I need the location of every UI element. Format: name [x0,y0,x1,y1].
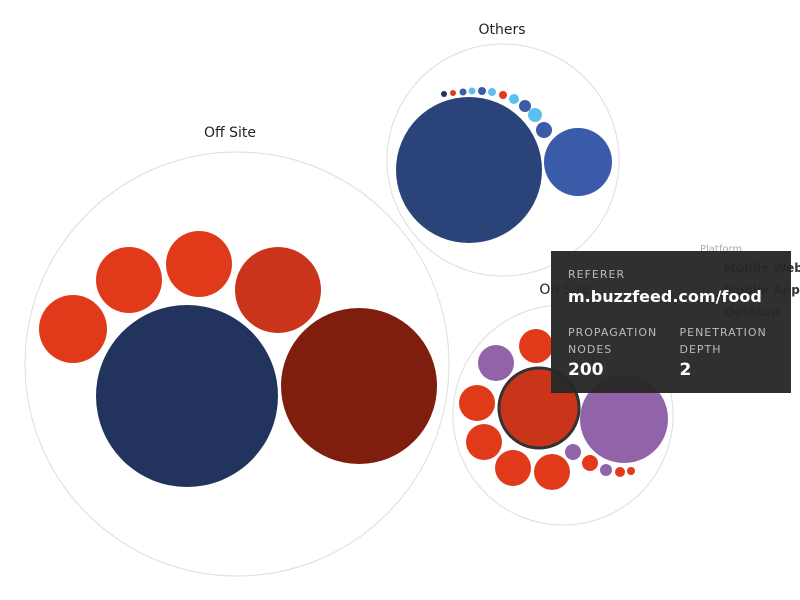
bubble[interactable] [615,467,625,477]
stat-value: 200 [568,360,604,380]
bubble[interactable] [281,308,437,464]
bubble[interactable] [96,247,162,313]
group-label: Off Site [204,125,256,141]
bubble[interactable] [478,87,486,95]
tooltip-referer: m.buzzfeed.com/food [568,287,762,306]
bubble[interactable] [509,94,519,104]
bubble[interactable] [466,424,502,460]
bubble[interactable] [565,444,581,460]
bubble[interactable] [39,295,107,363]
stat-label: PROPAGATION NODES [568,326,658,356]
bubble[interactable] [534,454,570,490]
bubble[interactable] [544,128,612,196]
bubble[interactable] [519,100,531,112]
bubble[interactable] [96,305,278,487]
group-label: Others [478,22,525,38]
bubble[interactable] [536,122,552,138]
bubble[interactable] [627,467,635,475]
bubble[interactable] [528,108,542,122]
legend-title: Platform [700,244,743,255]
bubble[interactable] [459,385,495,421]
bubble[interactable] [499,91,507,99]
bubble[interactable] [396,97,542,243]
bubble[interactable] [166,231,232,297]
tooltip-stat: PENETRATION DEPTH 2 [680,324,792,380]
tooltip: REFERER m.buzzfeed.com/food PROPAGATION … [551,251,791,393]
bubble[interactable] [468,87,476,95]
stat-label: PENETRATION DEPTH [679,326,767,356]
bubble[interactable] [495,450,531,486]
group-circle[interactable] [24,151,450,577]
bubble[interactable] [459,88,467,96]
bubble[interactable] [441,91,447,97]
bubble[interactable] [582,455,598,471]
group-circle[interactable] [386,43,620,277]
bubble[interactable] [235,247,321,333]
bubble[interactable] [450,90,456,96]
bubble[interactable] [488,88,496,96]
bubble[interactable] [478,345,514,381]
tooltip-stat: PROPAGATION NODES 200 [568,324,680,380]
bubble[interactable] [580,375,668,463]
bubble[interactable] [600,464,612,476]
tooltip-stats: PROPAGATION NODES 200 PENETRATION DEPTH … [568,324,791,380]
tooltip-label: REFERER [568,268,626,281]
stat-value: 2 [679,360,692,380]
bubble[interactable] [519,329,553,363]
